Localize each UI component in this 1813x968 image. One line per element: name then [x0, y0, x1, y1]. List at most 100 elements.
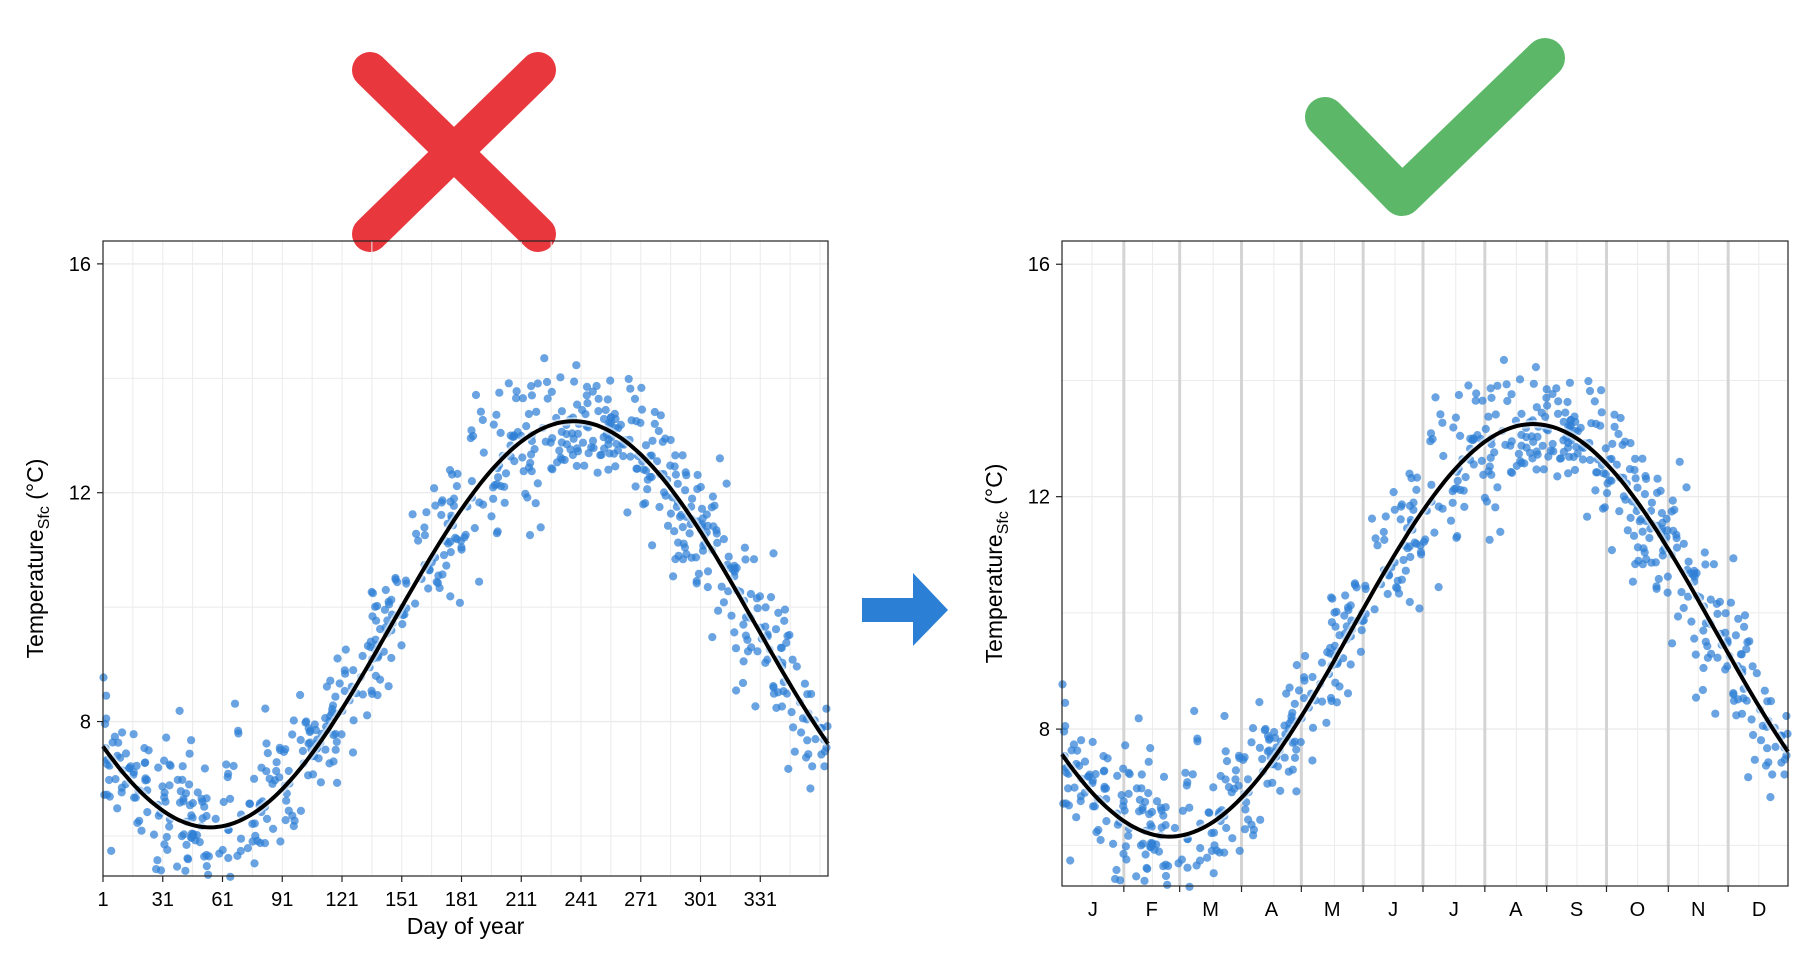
data-point — [784, 764, 793, 774]
data-point — [304, 771, 313, 780]
data-point — [587, 443, 596, 452]
data-point — [693, 470, 702, 480]
y-tick-label: 12 — [69, 483, 91, 505]
data-point — [1739, 694, 1748, 703]
data-point — [1075, 761, 1084, 771]
data-point — [1572, 442, 1581, 451]
data-point — [1737, 709, 1747, 718]
data-point — [548, 434, 557, 443]
data-point — [1460, 502, 1469, 511]
data-point — [1205, 808, 1214, 817]
data-point — [478, 415, 487, 425]
data-point — [411, 599, 420, 608]
data-point — [449, 501, 458, 510]
data-point — [261, 704, 270, 713]
data-point — [1607, 454, 1616, 464]
data-point — [1448, 498, 1457, 507]
data-point — [1230, 784, 1239, 793]
data-point — [118, 728, 127, 737]
data-point — [1713, 653, 1722, 662]
data-point — [1780, 770, 1789, 779]
data-point — [707, 503, 716, 512]
data-point — [371, 602, 380, 611]
data-point — [1434, 583, 1443, 592]
data-point — [500, 498, 509, 507]
data-point — [1112, 865, 1121, 875]
data-point — [697, 504, 707, 513]
data-point — [749, 555, 759, 564]
data-point — [666, 461, 675, 470]
data-point — [1292, 787, 1301, 796]
data-point — [218, 845, 227, 855]
data-point — [612, 439, 621, 448]
data-point — [1182, 781, 1191, 790]
data-point — [1427, 480, 1436, 489]
data-point — [1763, 697, 1772, 706]
data-point — [1706, 595, 1715, 604]
x-tick-label: J — [1449, 899, 1459, 921]
data-point — [337, 730, 346, 739]
data-point — [547, 387, 556, 396]
data-point — [457, 543, 466, 552]
data-point — [1119, 764, 1128, 773]
data-point — [1517, 409, 1526, 418]
data-point — [1241, 805, 1250, 814]
data-point — [1367, 514, 1377, 523]
x-tick-label: O — [1630, 899, 1646, 921]
data-point — [573, 429, 583, 438]
data-point — [495, 388, 504, 397]
y-tick-label: 16 — [69, 254, 91, 276]
data-point — [1436, 410, 1445, 419]
fit-line — [101, 419, 830, 830]
data-point — [543, 394, 552, 403]
data-point — [422, 508, 431, 517]
data-point — [648, 436, 657, 445]
data-point — [1331, 678, 1340, 687]
data-point — [176, 787, 185, 796]
data-point — [1585, 386, 1595, 396]
data-point — [1599, 469, 1608, 478]
data-point — [198, 814, 207, 823]
data-point — [1119, 849, 1128, 859]
data-point — [1586, 455, 1595, 465]
data-point — [1276, 786, 1285, 796]
data-point — [442, 561, 451, 570]
data-point — [822, 704, 831, 713]
data-point — [129, 768, 138, 777]
data-point — [1531, 363, 1540, 372]
data-point — [580, 461, 589, 470]
data-point — [224, 853, 233, 863]
data-point — [637, 383, 646, 392]
data-point — [678, 523, 687, 532]
data-point — [1478, 396, 1487, 405]
data-point — [639, 465, 648, 474]
data-point — [325, 759, 334, 768]
data-point — [1235, 846, 1244, 856]
data-point — [1222, 823, 1231, 833]
data-point — [669, 572, 678, 581]
data-point — [532, 407, 541, 416]
data-point — [1543, 401, 1552, 410]
data-point — [1629, 531, 1639, 540]
data-point — [703, 567, 713, 576]
data-point — [739, 657, 748, 666]
data-point — [600, 444, 609, 453]
data-point — [384, 682, 393, 691]
y-axis: 8 12 16 — [69, 254, 103, 734]
data-point — [740, 543, 750, 552]
data-point — [501, 469, 511, 478]
data-point — [782, 638, 791, 648]
data-point — [527, 391, 537, 400]
data-point — [1188, 770, 1197, 779]
x-axis-title: Day of year — [407, 913, 525, 939]
data-point — [1701, 560, 1710, 569]
data-point — [368, 589, 377, 598]
data-point — [606, 376, 615, 385]
data-point — [469, 432, 478, 441]
data-point — [1484, 412, 1493, 421]
month-boundaries — [1122, 241, 1730, 886]
data-point — [1284, 767, 1293, 776]
y-tick-label: 16 — [1028, 254, 1050, 276]
data-point — [191, 836, 200, 845]
